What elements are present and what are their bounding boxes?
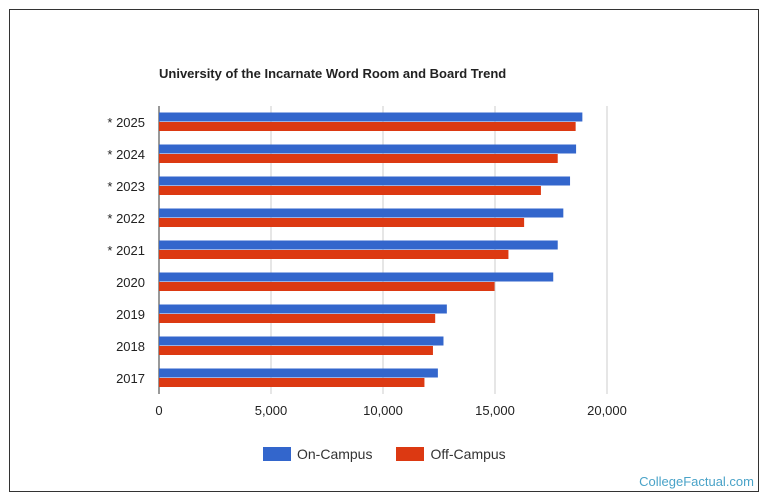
- bar-on-campus: [159, 112, 583, 122]
- bar-on-campus: [159, 368, 438, 378]
- x-tick-label: 15,000: [475, 403, 515, 418]
- bar-on-campus: [159, 144, 577, 154]
- y-category-label: 2018: [116, 339, 145, 354]
- bar-off-campus: [159, 282, 495, 291]
- bar-on-campus: [159, 272, 554, 282]
- bar-off-campus: [159, 154, 558, 163]
- y-category-label: 2017: [116, 371, 145, 386]
- bar-on-campus: [159, 336, 444, 346]
- bar-off-campus: [159, 186, 541, 195]
- bar-off-campus: [159, 218, 525, 227]
- bar-on-campus: [159, 304, 447, 314]
- x-tick-label: 0: [155, 403, 162, 418]
- chart-title: University of the Incarnate Word Room an…: [159, 66, 507, 81]
- legend: On-Campus Off-Campus: [263, 446, 530, 462]
- legend-label-on-campus: On-Campus: [297, 446, 373, 462]
- y-category-label: * 2022: [107, 211, 145, 226]
- legend-item-on-campus[interactable]: On-Campus: [263, 446, 372, 462]
- x-tick-label: 20,000: [587, 403, 627, 418]
- x-tick-label: 5,000: [255, 403, 288, 418]
- y-category-label: * 2025: [107, 115, 145, 130]
- bar-off-campus: [159, 378, 425, 387]
- legend-item-off-campus[interactable]: Off-Campus: [396, 446, 506, 462]
- bar-on-campus: [159, 208, 564, 218]
- bar-off-campus: [159, 346, 433, 355]
- bar-on-campus: [159, 176, 571, 186]
- y-category-label: 2019: [116, 307, 145, 322]
- bar-off-campus: [159, 122, 576, 131]
- bar-on-campus: [159, 240, 558, 250]
- y-category-label: * 2021: [107, 243, 145, 258]
- legend-swatch-on-campus: [263, 447, 291, 461]
- y-category-label: * 2023: [107, 179, 145, 194]
- legend-swatch-off-campus: [396, 447, 425, 461]
- y-category-label: * 2024: [107, 147, 145, 162]
- x-tick-label: 10,000: [363, 403, 403, 418]
- brand-link[interactable]: CollegeFactual.com: [639, 474, 754, 489]
- bar-off-campus: [159, 314, 436, 323]
- legend-label-off-campus: Off-Campus: [430, 446, 506, 462]
- bar-off-campus: [159, 250, 509, 259]
- y-category-label: 2020: [116, 275, 145, 290]
